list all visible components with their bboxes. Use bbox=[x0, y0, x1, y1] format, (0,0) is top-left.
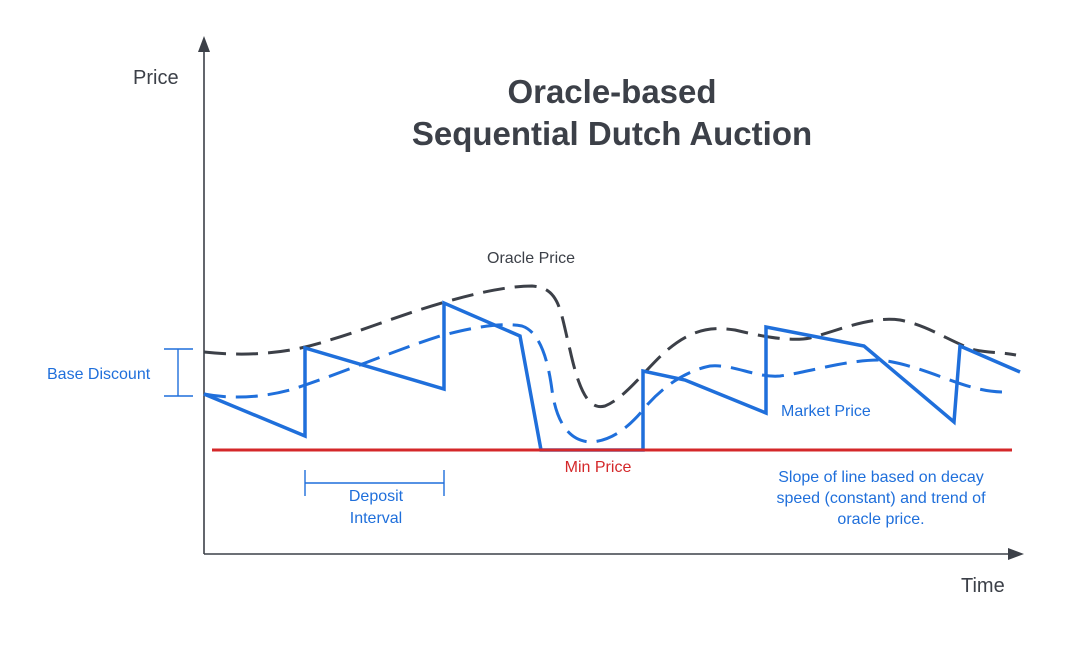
y-axis-label: Price bbox=[133, 67, 179, 89]
diagram-title-line2: Sequential Dutch Auction bbox=[412, 115, 812, 152]
base-discount-label: Base Discount bbox=[47, 366, 151, 383]
slope-note-line3: oracle price. bbox=[837, 511, 924, 528]
market-price-line bbox=[204, 325, 1008, 442]
x-axis-label: Time bbox=[961, 575, 1005, 597]
x-axis-arrowhead bbox=[1008, 548, 1024, 560]
oracle-price-line bbox=[204, 286, 1016, 407]
deposit-interval-label-line1: Deposit bbox=[349, 488, 404, 505]
diagram-title-line1: Oracle-based bbox=[507, 73, 716, 110]
slope-note-line1: Slope of line based on decay bbox=[778, 469, 983, 486]
market-price-label: Market Price bbox=[781, 403, 871, 420]
deposit-interval-label-line2: Interval bbox=[350, 510, 402, 527]
oracle-price-label: Oracle Price bbox=[487, 250, 575, 267]
y-axis-arrowhead bbox=[198, 36, 210, 52]
slope-note-line2: speed (constant) and trend of bbox=[776, 490, 986, 507]
min-price-label: Min Price bbox=[565, 459, 632, 476]
auction-price-sawtooth bbox=[204, 303, 1020, 450]
